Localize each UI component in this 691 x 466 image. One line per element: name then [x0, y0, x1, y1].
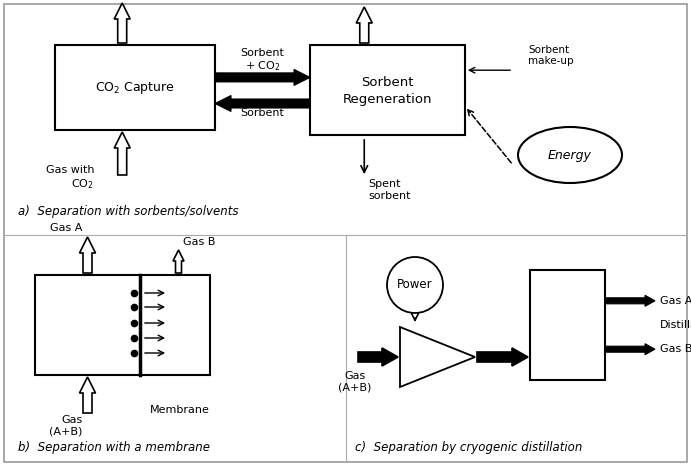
Text: Gas A: Gas A: [660, 296, 691, 306]
Polygon shape: [79, 377, 95, 413]
Bar: [35, 275, 210, 375]
Text: Power: Power: [397, 279, 433, 292]
Text: Gas
(A+B): Gas (A+B): [339, 371, 372, 392]
Text: Sorbent
make-up: Sorbent make-up: [528, 45, 574, 66]
Polygon shape: [79, 237, 95, 273]
Polygon shape: [400, 327, 475, 387]
Text: Membrane: Membrane: [150, 405, 210, 415]
Text: Sorbent: Sorbent: [361, 76, 414, 89]
Text: Sorbent: Sorbent: [240, 108, 285, 117]
Polygon shape: [215, 96, 310, 111]
Text: c)  Separation by cryogenic distillation: c) Separation by cryogenic distillation: [355, 441, 583, 454]
Text: Sorbent
+ CO$_2$: Sorbent + CO$_2$: [240, 48, 285, 74]
Text: CO$_2$: CO$_2$: [366, 0, 390, 3]
Polygon shape: [358, 348, 398, 366]
Polygon shape: [114, 132, 130, 175]
Text: Gas B: Gas B: [660, 344, 691, 354]
Text: Gas with
CO$_2$: Gas with CO$_2$: [46, 165, 94, 191]
Text: Distillation: Distillation: [660, 320, 691, 330]
Ellipse shape: [518, 127, 622, 183]
Text: Gas A: Gas A: [50, 223, 82, 233]
Polygon shape: [215, 69, 310, 85]
Text: Energy: Energy: [548, 149, 592, 162]
Text: Gas
(A+B): Gas (A+B): [49, 415, 82, 437]
Polygon shape: [173, 250, 184, 273]
Text: a)  Separation with sorbents/solvents: a) Separation with sorbents/solvents: [18, 205, 238, 218]
Text: Spent
sorbent: Spent sorbent: [368, 179, 410, 200]
Bar: [530, 270, 605, 380]
Circle shape: [387, 257, 443, 313]
Bar: [310, 45, 465, 135]
Text: CO$_2$ Capture: CO$_2$ Capture: [95, 80, 175, 96]
Polygon shape: [114, 3, 130, 43]
Polygon shape: [357, 7, 372, 43]
Polygon shape: [605, 344, 655, 355]
Text: Regeneration: Regeneration: [343, 92, 433, 105]
Text: Gas B: Gas B: [184, 237, 216, 247]
Bar: [55, 45, 215, 130]
Polygon shape: [605, 295, 655, 306]
Text: b)  Separation with a membrane: b) Separation with a membrane: [18, 441, 210, 454]
Polygon shape: [477, 348, 528, 366]
